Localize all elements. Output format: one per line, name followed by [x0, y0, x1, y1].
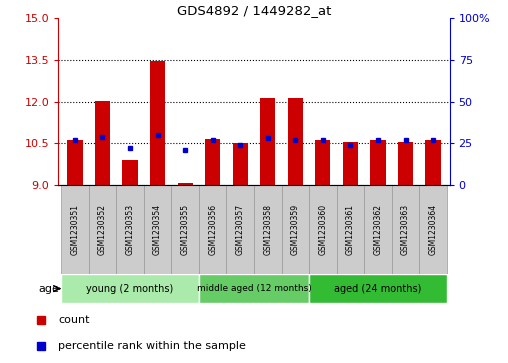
Text: percentile rank within the sample: percentile rank within the sample — [58, 341, 246, 351]
Bar — [199, 185, 227, 274]
Text: count: count — [58, 315, 90, 325]
Bar — [426, 140, 440, 185]
Text: GSM1230358: GSM1230358 — [263, 204, 272, 255]
Text: GSM1230353: GSM1230353 — [125, 204, 135, 255]
Bar — [288, 98, 303, 185]
Bar — [61, 274, 199, 303]
Bar — [337, 185, 364, 274]
Text: GSM1230356: GSM1230356 — [208, 204, 217, 255]
Bar — [68, 140, 82, 185]
Text: GSM1230360: GSM1230360 — [319, 204, 327, 255]
Bar — [254, 185, 281, 274]
Text: GSM1230361: GSM1230361 — [346, 204, 355, 255]
Bar — [116, 185, 144, 274]
Text: GSM1230354: GSM1230354 — [153, 204, 162, 255]
Bar — [260, 98, 275, 185]
Bar — [419, 185, 447, 274]
Bar — [398, 142, 413, 185]
Bar — [392, 185, 419, 274]
Bar — [370, 140, 386, 185]
Bar — [205, 139, 220, 185]
Text: GSM1230362: GSM1230362 — [373, 204, 383, 255]
Bar — [309, 274, 447, 303]
Bar — [178, 183, 193, 185]
Text: GSM1230359: GSM1230359 — [291, 204, 300, 255]
Bar — [343, 142, 358, 185]
Text: GSM1230357: GSM1230357 — [236, 204, 245, 255]
Bar — [364, 185, 392, 274]
Bar — [144, 185, 171, 274]
Text: age: age — [38, 284, 59, 294]
Text: GSM1230355: GSM1230355 — [181, 204, 189, 255]
Bar — [281, 185, 309, 274]
Bar — [233, 143, 248, 185]
Text: aged (24 months): aged (24 months) — [334, 284, 422, 294]
Text: GSM1230351: GSM1230351 — [71, 204, 79, 255]
Bar — [309, 185, 337, 274]
Text: young (2 months): young (2 months) — [86, 284, 174, 294]
Bar — [61, 185, 89, 274]
Bar — [227, 185, 254, 274]
Bar — [315, 140, 330, 185]
Bar — [89, 185, 116, 274]
Bar — [150, 61, 165, 185]
Text: GSM1230364: GSM1230364 — [429, 204, 437, 255]
Bar — [199, 274, 309, 303]
Text: middle aged (12 months): middle aged (12 months) — [197, 284, 311, 293]
Bar — [95, 101, 110, 185]
Text: GSM1230363: GSM1230363 — [401, 204, 410, 255]
Text: GSM1230352: GSM1230352 — [98, 204, 107, 255]
Bar — [122, 160, 138, 185]
Title: GDS4892 / 1449282_at: GDS4892 / 1449282_at — [177, 4, 331, 17]
Bar — [171, 185, 199, 274]
